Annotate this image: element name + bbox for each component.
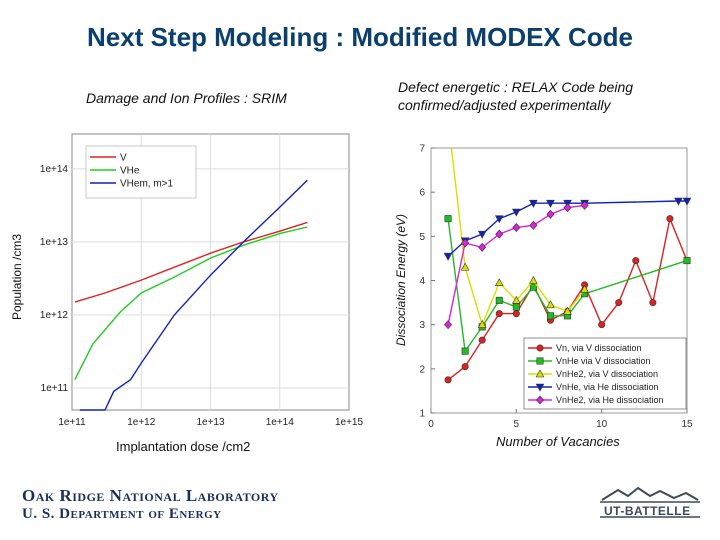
right-subtitle-line-1: Defect energetic : RELAX Code being [398,79,634,95]
right-series-vnhe2-via-v-dissociation-point [529,275,538,284]
right-legend-label: VnHe via V dissociation [556,356,651,366]
right-chart-x-tick-label: 10 [596,419,608,430]
right-series-vnhe-via-he-dissociation-point [477,230,487,239]
left-chart-x-tick-label: 1e+15 [335,417,364,428]
right-series-vnhe2-via-v-dissociation-point [494,278,504,287]
page-title: Next Step Modeling : Modified MODEX Code [87,22,633,52]
left-chart-legend: V VHe VHem, m>1 [85,145,197,199]
left-legend-label: VHem, m>1 [120,179,174,190]
left-chart-y-tick-label: 1e+13 [40,237,69,248]
right-chart-y-tick-label: 7 [419,144,425,155]
right-series-vnhe-via-he-dissociation-point [682,197,692,206]
right-series-vn-via-v-dissociation-point [598,321,606,329]
right-chart-x-axis-label: Number of Vacancies [496,434,620,449]
right-chart-x-tick-label: 0 [428,419,434,430]
right-legend-swatch-marker [536,357,544,365]
right-series-vnhe-via-v-dissociation-line [447,218,688,354]
right-chart-y-tick-label: 1 [419,409,425,420]
right-legend-swatch-marker [535,383,545,392]
right-series-vnhe2-via-he-dissociation-point [512,223,521,232]
right-chart-y-tick-label: 5 [419,232,425,243]
right-series-vnhe-via-v-dissociation-point [683,257,691,265]
left-legend-label: VHe [120,166,140,177]
right-series-vn-via-v-dissociation-point [666,215,674,223]
right-series-vnhe-via-he-dissociation-point [674,197,683,206]
right-legend-label: Vn, via V dissociation [556,343,642,353]
left-chart-y-tick-label: 1e+11 [41,383,69,394]
right-chart-x-tick-label: 15 [681,419,693,430]
right-series-vnhe-via-v-dissociation-point [512,303,520,311]
right-series-vnhe-via-he-dissociation-point [512,208,521,217]
right-series-vnhe-via-v-dissociation-point [495,296,503,304]
right-series-vnhe2-via-he-dissociation-point [580,200,589,210]
right-series-vnhe2-via-v-dissociation-point [460,262,470,271]
right-series-vn-via-v-dissociation-point [461,363,469,371]
right-legend-label: VnHe2, via V dissociation [556,369,658,379]
right-series-vnhe2-via-v-dissociation-point [477,320,487,328]
left-legend-box [85,145,197,199]
left-series-vhem-m-1-line [79,179,308,411]
right-legend-swatch-marker [535,395,545,405]
right-series-vnhe2-via-v-dissociation-point [563,306,572,315]
left-legend-label: V [120,153,127,164]
right-series-vn-via-v-dissociation-point [444,376,452,384]
right-series-vn-via-v-dissociation-point [649,299,657,307]
right-chart-y-tick-label: 2 [419,364,425,375]
right-series-vnhe2-via-he-dissociation-point [563,203,572,213]
right-series-vn-via-v-dissociation-point [495,310,503,318]
right-series-vnhe2-via-v-dissociation-point [546,300,555,309]
logo-text: UT-BATTELLE [604,504,691,518]
right-series-vnhe2-via-he-dissociation-point [495,229,504,239]
left-series-v-line [74,221,308,303]
left-chart-x-tick-label: 1e+14 [266,417,295,428]
right-series-vnhe2-via-he-dissociation-point [478,242,487,252]
right-series-vnhe-via-he-dissociation-point [529,199,538,208]
right-series-vnhe-via-v-dissociation-point [546,312,554,320]
right-series-vnhe2-via-he-dissociation-point [529,220,538,230]
left-chart-subtitle: Damage and Ion Profiles : SRIM [86,90,287,106]
right-series-vn-via-v-dissociation-point [632,257,640,265]
right-chart-x-tick-label: 5 [514,419,520,430]
left-series-vhe-line [74,226,308,381]
right-series-vn-via-v-dissociation-point [615,299,623,307]
right-series-vn-via-v-dissociation-point [478,336,486,344]
org-name-line-2: U. S. Department of Energy [22,506,222,522]
left-chart-y-tick-label: 1e+14 [40,164,69,175]
right-series-vnhe-via-v-dissociation-point [461,347,469,355]
right-series-vnhe-via-he-dissociation-point [546,199,555,208]
right-legend-label: VnHe, via He dissociation [556,382,659,392]
right-chart-y-tick-label: 6 [419,188,425,199]
left-chart-x-tick-label: 1e+11 [58,417,86,428]
left-chart-x-tick-label: 1e+12 [127,417,156,428]
right-legend-swatch-marker [536,344,544,352]
right-chart-y-tick-label: 3 [419,320,425,331]
right-series-vnhe-via-he-dissociation-point [443,252,453,261]
right-subtitle-line-2: confirmed/adjusted experimentally [398,97,611,113]
right-series-vnhe2-via-v-dissociation-point [580,284,589,293]
right-series-vnhe2-via-he-dissociation-point [461,238,470,248]
right-chart-y-tick-label: 4 [419,276,425,287]
ut-battelle-logo [600,486,700,518]
right-series-vnhe-via-he-dissociation-point [494,215,504,224]
right-series-vnhe2-via-he-dissociation-point [444,320,453,330]
right-legend-swatch-marker [535,369,545,378]
right-series-vnhe-via-v-dissociation-point [529,283,537,291]
left-chart-x-axis-label: Implantation dose /cm2 [116,439,251,454]
right-chart-subtitle: Defect energetic : RELAX Code being conf… [398,78,633,114]
left-chart-x-tick-label: 1e+13 [196,417,225,428]
right-series-vnhe2-via-he-dissociation-point [546,209,555,219]
org-name-line-1: Oak Ridge National Laboratory [22,486,279,505]
right-series-vnhe-via-v-dissociation-point [444,215,452,223]
right-chart-legend: Vn, via V dissociation VnHe via V dissoci… [523,337,687,410]
right-series-vn-via-v-dissociation-point [512,310,520,318]
right-series-vnhe2-via-v-dissociation-point [512,295,521,304]
right-legend-label: VnHe2, via He dissociation [556,395,664,405]
left-chart-y-tick-label: 1e+12 [40,310,69,321]
right-chart-gridlines [430,147,688,414]
